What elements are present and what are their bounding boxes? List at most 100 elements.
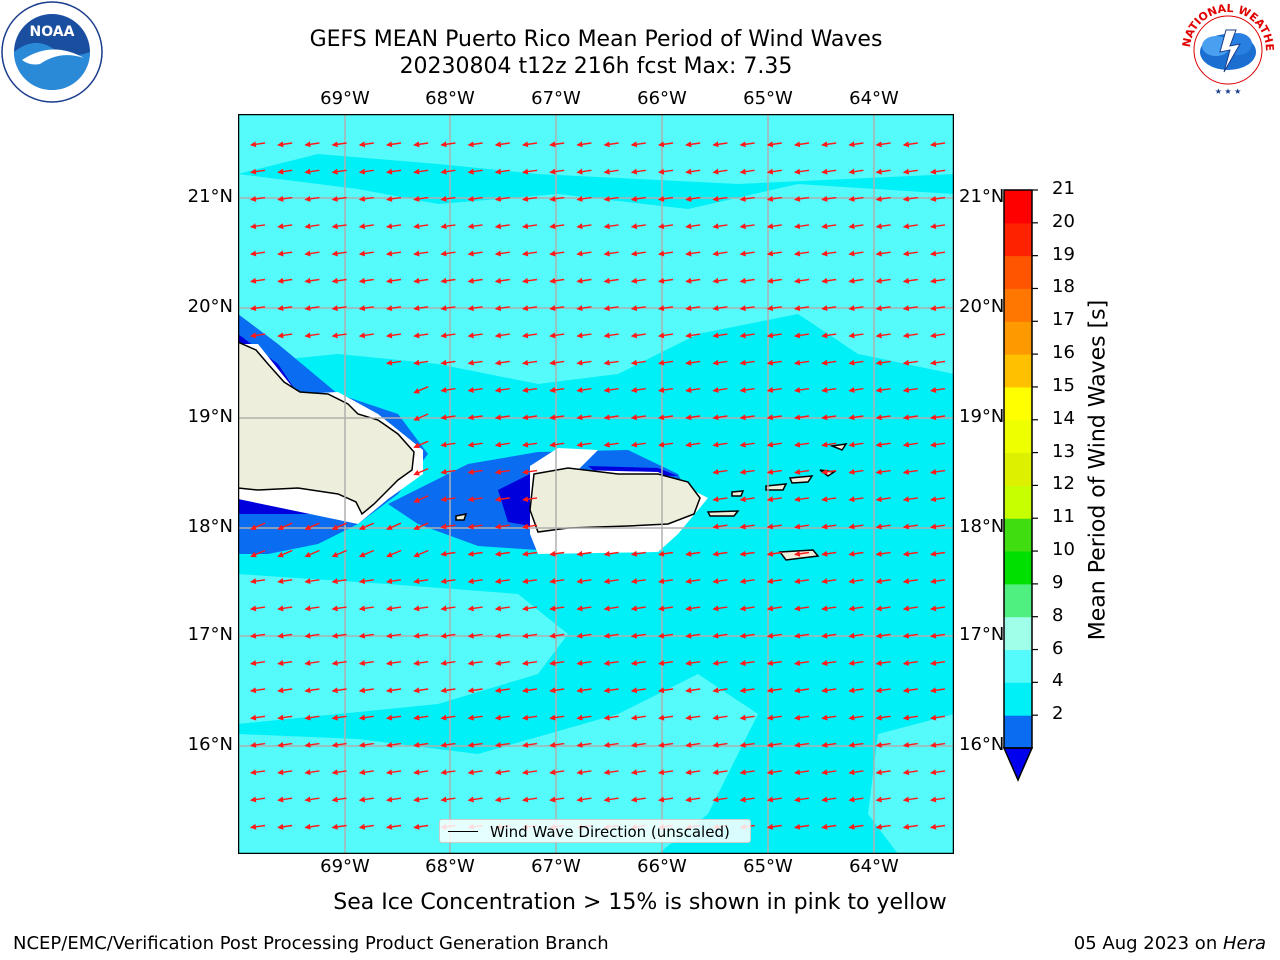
wind-wave-arrow (386, 359, 402, 366)
wind-wave-arrow (875, 359, 891, 366)
wind-wave-arrow (794, 632, 810, 639)
wind-wave-arrow (467, 277, 483, 284)
wind-wave-arrow (522, 796, 538, 803)
wind-wave-arrow (522, 687, 538, 694)
wind-wave-arrow (821, 468, 837, 475)
wind-wave-arrow (277, 522, 293, 530)
wind-wave-arrow (712, 168, 728, 175)
wind-wave-arrow (821, 741, 837, 748)
wind-wave-arrow (386, 605, 402, 612)
wind-wave-arrow (331, 741, 347, 748)
wind-wave-arrow (522, 195, 538, 202)
wind-wave-arrow (413, 578, 429, 585)
wind-wave-arrow (304, 305, 320, 312)
wind-wave-arrow (766, 496, 782, 503)
wind-wave-arrow (930, 441, 946, 448)
wind-wave-arrow (549, 332, 565, 339)
wind-wave-arrow (712, 769, 728, 776)
wind-wave-arrow (739, 714, 755, 721)
wind-wave-arrow (875, 796, 891, 803)
wind-wave-arrow (522, 632, 538, 639)
colorbar-tick-label: 11 (1052, 506, 1075, 528)
wind-wave-arrow (685, 578, 701, 585)
lon-label-top: 65°W (743, 88, 793, 109)
wind-wave-arrow (331, 195, 347, 202)
wind-wave-arrow (386, 687, 402, 694)
colorbar-band (1004, 222, 1032, 257)
wind-wave-arrow (821, 168, 837, 175)
wind-wave-arrow (440, 632, 456, 639)
wind-wave-arrow (277, 195, 293, 202)
wind-wave-arrow (413, 660, 429, 666)
wind-wave-arrow (331, 687, 347, 694)
wind-wave-arrow (902, 550, 918, 557)
wind-wave-arrow (549, 796, 565, 803)
wind-wave-arrow (277, 769, 293, 776)
wind-wave-arrow (358, 549, 375, 558)
wind-wave-arrow (358, 769, 374, 776)
wind-wave-arrow (549, 632, 565, 639)
wind-wave-arrow (331, 168, 347, 175)
wind-wave-arrow (630, 550, 646, 557)
wind-wave-arrow (902, 168, 918, 175)
wind-wave-arrow (331, 660, 347, 666)
colorbar-under-triangle (1002, 747, 1034, 782)
wind-wave-arrow (277, 549, 293, 558)
wind-wave-arrow (277, 223, 293, 230)
wind-wave-arrow (712, 605, 728, 612)
wind-wave-arrow (875, 141, 891, 148)
wind-wave-arrow (440, 714, 456, 721)
wind-wave-arrow (875, 496, 891, 503)
wind-wave-arrow (848, 332, 864, 339)
lat-label-right: 19°N (959, 406, 1005, 427)
wind-wave-arrow (603, 223, 619, 230)
puerto-rico-land (529, 467, 701, 533)
wind-wave-arrow (440, 305, 456, 312)
wind-wave-arrow (685, 414, 701, 421)
wind-wave-arrow (440, 223, 456, 230)
wind-wave-arrow (413, 495, 429, 503)
wind-wave-arrow (875, 277, 891, 284)
wind-wave-arrow (304, 605, 320, 612)
wind-wave-arrow (821, 523, 837, 530)
wind-wave-arrow (494, 578, 510, 585)
wind-wave-arrow (821, 550, 837, 557)
wind-wave-arrow (848, 496, 864, 503)
wind-wave-arrow (467, 468, 483, 475)
wind-wave-arrow (794, 141, 810, 148)
wind-wave-arrow (739, 769, 755, 776)
wind-wave-arrow (712, 550, 728, 557)
wind-wave-arrow (277, 660, 293, 666)
land-masses (238, 341, 848, 561)
colorbar-tick-label: 12 (1052, 473, 1075, 495)
wind-wave-arrow (358, 277, 374, 284)
wind-wave-arrow (658, 441, 674, 448)
wind-wave-arrow (467, 387, 483, 393)
wind-wave-arrow (902, 195, 918, 202)
wind-wave-arrow (304, 250, 320, 257)
wind-wave-arrow (875, 223, 891, 230)
wind-wave-arrow (685, 332, 701, 339)
wind-wave-arrow (821, 277, 837, 284)
lat-label-right: 20°N (959, 296, 1005, 317)
wind-wave-arrow (821, 223, 837, 230)
wind-wave-arrow (494, 387, 510, 393)
wind-wave-arrow (576, 305, 592, 312)
wind-wave-arrow (821, 441, 837, 448)
wind-wave-arrow (467, 195, 483, 202)
wind-wave-arrow (658, 769, 674, 776)
wind-wave-arrow (875, 523, 891, 530)
wind-wave-arrow (250, 605, 266, 612)
wind-wave-arrow (902, 660, 918, 666)
wind-wave-arrow (902, 468, 918, 475)
wind-wave-arrow (848, 687, 864, 694)
wind-wave-arrow (875, 687, 891, 694)
wind-wave-arrow (494, 741, 510, 748)
wind-wave-arrow (794, 332, 810, 339)
wind-wave-arrow (794, 414, 810, 421)
wind-wave-arrow (930, 687, 946, 694)
wind-wave-arrow (494, 359, 510, 366)
wind-wave-arrow (440, 550, 456, 557)
wind-wave-arrow (821, 305, 837, 312)
wind-wave-arrow (467, 168, 483, 175)
